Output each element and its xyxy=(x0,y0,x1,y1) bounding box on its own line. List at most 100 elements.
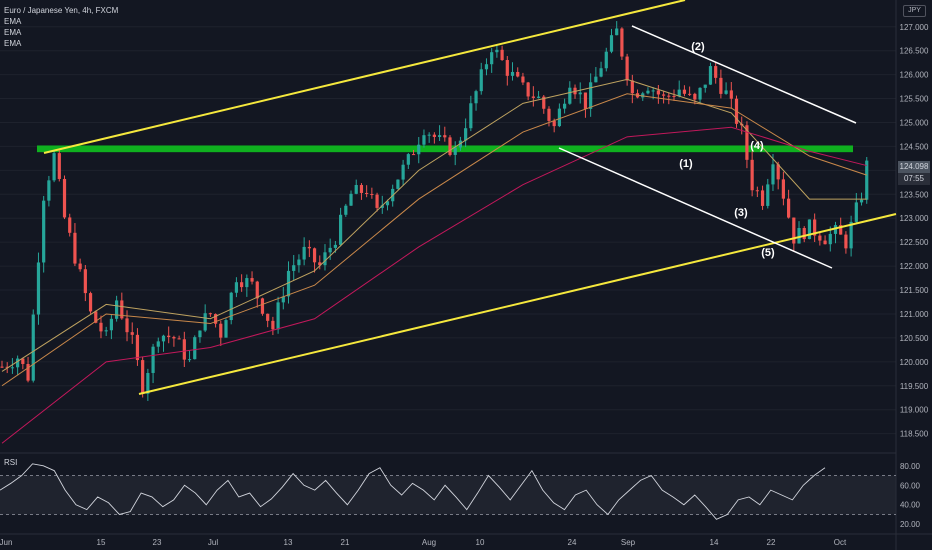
candle xyxy=(52,153,56,181)
candle xyxy=(521,76,525,83)
wedge-lower-line xyxy=(558,147,833,269)
candle xyxy=(208,313,212,315)
candle xyxy=(677,89,681,97)
last-price: 124.098 xyxy=(898,161,930,173)
candle xyxy=(771,164,775,185)
candle xyxy=(583,92,588,109)
candle xyxy=(854,202,858,222)
candle xyxy=(141,360,145,394)
ema-legend-1[interactable]: EMA xyxy=(4,17,22,26)
symbol-title: Euro / Japanese Yen, 4h, FXCM xyxy=(4,6,119,15)
candle xyxy=(104,330,108,332)
rsi-legend[interactable]: RSI xyxy=(4,458,18,467)
candle xyxy=(813,219,817,236)
candle xyxy=(401,164,405,180)
time-tick-label: Jul xyxy=(208,538,218,547)
candle xyxy=(672,95,676,97)
candle xyxy=(703,84,707,88)
candle xyxy=(547,108,551,121)
candle xyxy=(839,225,843,235)
price-tick-label: 126.000 xyxy=(900,71,929,80)
candle xyxy=(620,28,624,57)
candle xyxy=(818,235,822,241)
candle xyxy=(187,359,192,361)
ema-lines xyxy=(1,78,867,444)
candle xyxy=(724,90,728,94)
candle xyxy=(5,366,9,368)
rsi-tick-label: 60.00 xyxy=(900,481,921,490)
candle xyxy=(333,244,337,248)
candle xyxy=(109,318,113,331)
price-axis: 127.000 126.500 126.000 125.500 125.000 124.5… xyxy=(900,23,929,439)
rsi-pane: 80.00 60.00 40.00 20.00 xyxy=(0,462,921,529)
candle xyxy=(240,282,244,288)
time-axis: Jun 15 23 Jul 13 21 Aug 10 24 Sep 14 22 Oct xyxy=(0,533,932,547)
resistance-band xyxy=(37,145,853,153)
time-tick-label: 23 xyxy=(153,538,162,547)
candle xyxy=(177,338,181,340)
candle xyxy=(776,164,780,180)
candle xyxy=(557,108,561,127)
price-tick-label: 124.500 xyxy=(900,142,929,151)
candle xyxy=(354,185,358,194)
candle xyxy=(213,314,218,324)
price-tick-label: 118.500 xyxy=(900,430,929,439)
rsi-tick-label: 20.00 xyxy=(900,520,921,529)
candle xyxy=(42,200,46,263)
candle xyxy=(161,335,166,342)
candle xyxy=(552,120,556,127)
candle xyxy=(94,311,98,323)
candles xyxy=(0,21,869,401)
rsi-tick-label: 40.00 xyxy=(900,501,921,510)
price-tick-label: 122.500 xyxy=(900,238,929,247)
price-tick-label: 119.000 xyxy=(900,406,929,415)
candle xyxy=(47,180,51,201)
candle xyxy=(203,313,207,331)
price-tick-label: 123.000 xyxy=(900,214,929,223)
candle xyxy=(167,335,171,338)
candle xyxy=(36,262,41,315)
candle xyxy=(276,302,280,330)
candle xyxy=(589,82,593,109)
ema-legend-3[interactable]: EMA xyxy=(4,39,22,48)
chart-legend: Euro / Japanese Yen, 4h, FXCM EMA EMA EM… xyxy=(4,5,118,49)
candle xyxy=(531,96,535,98)
candle xyxy=(464,128,468,141)
candle xyxy=(484,64,489,70)
price-tick-label: 120.500 xyxy=(900,334,929,343)
candle xyxy=(708,66,713,85)
candle xyxy=(604,51,608,69)
currency-badge[interactable]: JPY xyxy=(903,5,926,17)
time-tick-label: Jun xyxy=(0,538,12,547)
candle xyxy=(453,147,457,155)
candle xyxy=(411,154,416,156)
candle xyxy=(172,337,176,339)
candle xyxy=(594,76,598,83)
candle xyxy=(729,90,733,99)
candle xyxy=(714,66,718,78)
candle xyxy=(323,252,327,266)
time-tick-label: 10 xyxy=(476,538,485,547)
candle xyxy=(802,228,806,240)
wave-label: (2) xyxy=(691,41,705,53)
candle xyxy=(31,314,35,381)
candle xyxy=(745,125,749,160)
wave-label: (1) xyxy=(679,158,693,170)
candle xyxy=(182,339,186,360)
candle xyxy=(750,159,754,191)
candle xyxy=(151,346,155,373)
axis-background xyxy=(896,0,932,550)
channel-lower-line xyxy=(138,213,897,395)
wave-label: (5) xyxy=(761,247,775,259)
candle xyxy=(437,135,442,137)
candle xyxy=(630,80,634,94)
candle xyxy=(328,247,332,253)
candle xyxy=(526,82,530,97)
candle xyxy=(542,96,546,109)
candle xyxy=(807,219,812,240)
ema-line-1 xyxy=(1,78,867,372)
candle xyxy=(656,90,660,95)
candle xyxy=(339,214,343,245)
ema-legend-2[interactable]: EMA xyxy=(4,28,22,37)
